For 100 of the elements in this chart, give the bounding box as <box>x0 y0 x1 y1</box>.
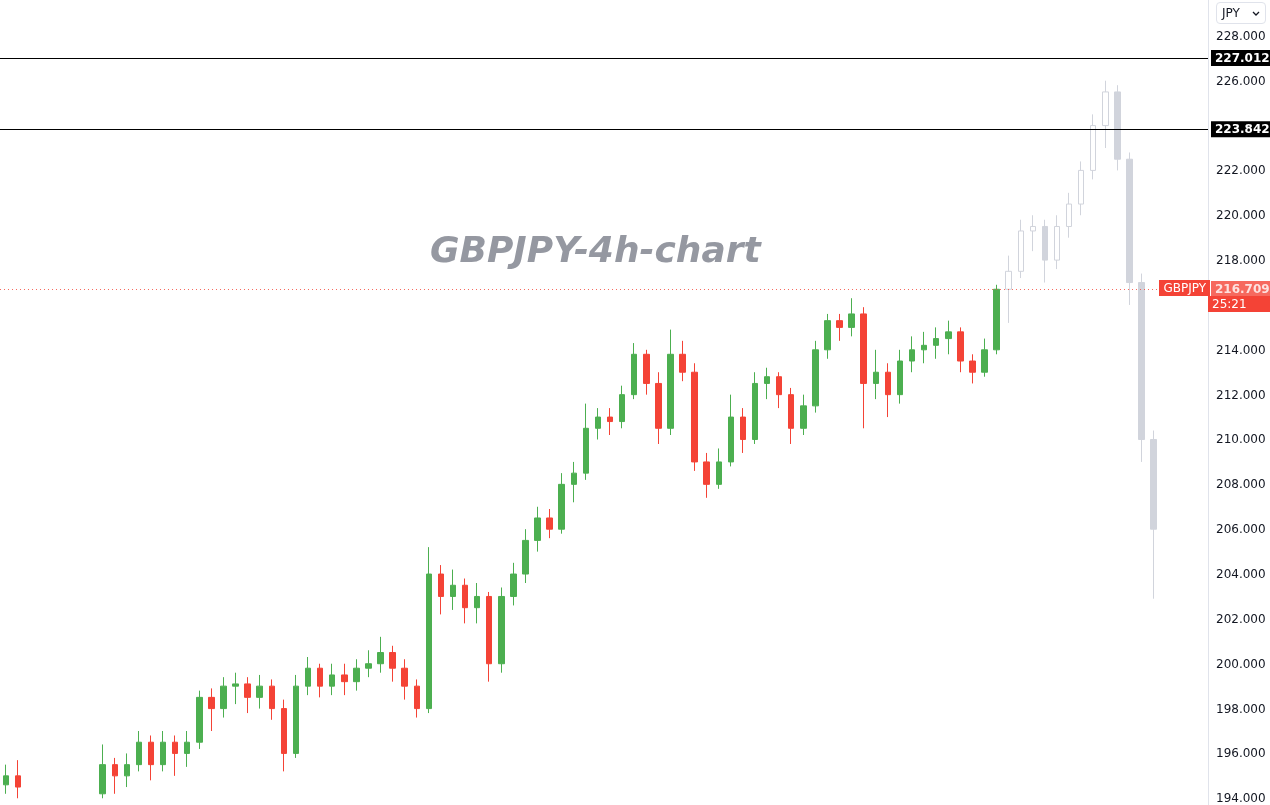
candlestick <box>498 586 505 674</box>
candlestick <box>317 663 323 698</box>
candlestick <box>740 407 746 454</box>
text: 25:21 <box>1208 296 1270 313</box>
candlestick <box>112 757 118 795</box>
candlestick <box>860 306 867 429</box>
y-tick-label: 202.000 <box>1216 611 1266 626</box>
candlestick <box>486 591 492 683</box>
y-tick-label: 226.000 <box>1216 73 1266 88</box>
candlestick <box>196 690 203 750</box>
candlestick <box>957 326 964 373</box>
candlestick <box>558 472 565 535</box>
candlestick <box>1018 219 1024 279</box>
candlestick <box>341 663 348 696</box>
candlestick <box>426 546 432 714</box>
candlestick <box>3 764 9 795</box>
y-tick-label: 206.000 <box>1216 522 1266 537</box>
candlestick <box>1078 160 1084 216</box>
y-tick-label: 210.000 <box>1216 432 1266 447</box>
candlestick <box>1138 273 1145 463</box>
candlestick <box>909 335 915 373</box>
candlestick <box>208 687 215 732</box>
candlestick <box>764 367 770 400</box>
candlestick <box>1090 113 1096 180</box>
candlestick <box>969 353 976 384</box>
candlestick <box>450 569 456 611</box>
candlestick <box>800 394 807 436</box>
candlestick <box>256 674 263 710</box>
candlestick <box>1126 151 1133 306</box>
y-tick-label: 228.000 <box>1216 28 1266 43</box>
candlestick <box>1054 214 1060 270</box>
candlestick <box>897 349 903 405</box>
candlestick <box>184 730 190 768</box>
candlestick <box>812 340 819 414</box>
candlestick <box>655 371 662 445</box>
candlestick <box>981 338 988 378</box>
candlestick <box>522 528 529 584</box>
candlestick <box>1102 80 1109 149</box>
candlestick <box>329 663 335 696</box>
ref-line-label: 216.709 <box>1215 282 1270 297</box>
candlestick <box>377 636 384 674</box>
candlestick <box>945 320 952 355</box>
y-tick-label: 214.000 <box>1216 342 1266 357</box>
candlestick <box>716 447 722 490</box>
candlestick <box>776 371 782 409</box>
text: JPY <box>1216 2 1266 24</box>
candlestick <box>728 394 734 467</box>
candlestick <box>401 658 408 701</box>
candlestick <box>607 407 613 436</box>
candlestick <box>993 284 1000 355</box>
candlestick <box>788 387 794 445</box>
candlestick <box>353 658 360 692</box>
candlestick <box>583 403 589 481</box>
y-tick-label: 208.000 <box>1216 477 1266 492</box>
candlestick <box>873 349 879 400</box>
candlestick <box>172 734 178 777</box>
candlestick <box>643 349 650 396</box>
candlestick <box>269 678 275 721</box>
candlestick <box>824 313 831 360</box>
candlestick <box>220 676 227 719</box>
y-tick-label: 222.000 <box>1216 163 1266 178</box>
candlestick <box>1066 192 1072 239</box>
y-tick-label: 200.000 <box>1216 656 1266 671</box>
candlestick <box>534 506 541 553</box>
candlestick <box>885 362 891 418</box>
candlestick <box>619 385 625 429</box>
y-tick-label: 198.000 <box>1216 701 1266 716</box>
y-tick-label: 218.000 <box>1216 253 1266 268</box>
candlestick <box>848 297 855 337</box>
candlestick <box>305 656 311 696</box>
y-tick-label: 204.000 <box>1216 567 1266 582</box>
candlestick <box>232 672 239 705</box>
candlestick <box>703 452 710 499</box>
y-tick-label: 212.000 <box>1216 387 1266 402</box>
candlestick <box>462 578 468 624</box>
candlestick <box>99 743 106 799</box>
ref-line-label: 227.012 <box>1215 51 1270 66</box>
candlestick <box>244 676 251 714</box>
candlestick <box>414 678 420 719</box>
candlestick <box>293 674 299 759</box>
y-tick-label: 196.000 <box>1216 746 1266 761</box>
candlestick <box>921 331 927 364</box>
candlestick <box>631 342 637 400</box>
annotation: GBPJPY <box>1159 280 1210 297</box>
candlestick <box>136 730 142 772</box>
candlestick <box>1005 255 1012 324</box>
candlestick <box>474 582 480 624</box>
candlestick <box>124 752 130 788</box>
candlestick <box>667 329 674 436</box>
candlestick <box>1042 219 1048 284</box>
candlestick <box>1030 214 1036 252</box>
candlestick <box>752 371 758 445</box>
y-tick-label: 194.000 <box>1216 791 1266 805</box>
candlestick <box>160 730 166 772</box>
candlestick <box>365 649 372 678</box>
candlestick <box>281 699 287 772</box>
ref-line-label: 223.842 <box>1215 122 1270 137</box>
y-tick-label: 220.000 <box>1216 208 1266 223</box>
candlestick <box>679 340 686 382</box>
candlestick <box>438 564 444 615</box>
